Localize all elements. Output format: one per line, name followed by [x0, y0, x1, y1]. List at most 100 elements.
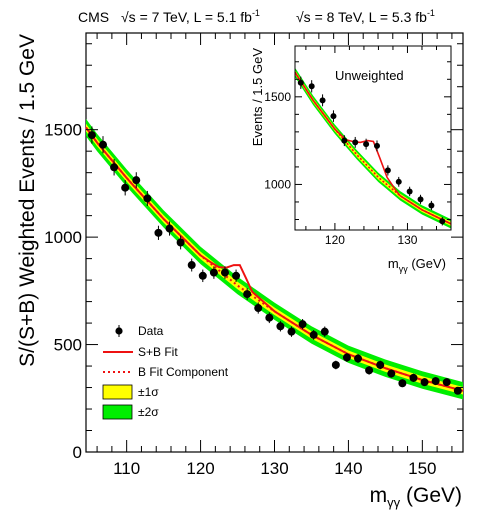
main-data-point [220, 266, 229, 279]
main-y-axis: 0 500 1000 1500 [44, 43, 463, 462]
inset-data-point [395, 176, 402, 187]
main-x-axis: 110 120 130 140 150 [96, 33, 453, 478]
main-data-point [99, 136, 108, 154]
main-data-point [420, 378, 429, 387]
main-data-point [365, 366, 374, 375]
legend-entry-1sigma: ±1σ [102, 384, 159, 400]
legend-entry-b-fit: B Fit Component [103, 365, 229, 379]
inset-y-axis-title: Events / 1.5 GeV [250, 48, 265, 147]
main-x-tick-label: 110 [113, 459, 140, 478]
inset-y-tick-label: 1000 [264, 177, 291, 191]
inset-data-marker [406, 188, 413, 195]
main-data-point [298, 318, 307, 330]
header-experiment: CMS [78, 9, 109, 25]
inset-data-point [428, 200, 435, 211]
inset-data-point [319, 94, 326, 107]
inset-data-marker [352, 139, 359, 146]
main-data-point [265, 312, 274, 324]
main-data-marker [453, 386, 462, 395]
main-data-marker [209, 268, 218, 277]
inset-data-marker [384, 167, 391, 174]
main-data-marker [420, 378, 429, 387]
main-data-point [331, 360, 340, 370]
main-data-marker [87, 131, 96, 140]
main-data-point [132, 172, 141, 189]
main-data-marker [232, 271, 241, 280]
main-data-marker [409, 373, 418, 382]
main-data-marker [342, 353, 351, 362]
main-data-point [276, 321, 285, 332]
main-x-tick-label: 130 [260, 459, 288, 478]
main-data-point [121, 179, 130, 196]
main-data-point [398, 379, 407, 388]
main-data-point [431, 377, 440, 386]
inset-data-point [406, 186, 413, 197]
main-data-point [409, 373, 418, 382]
main-data-marker [331, 360, 340, 369]
main-data-marker [99, 140, 108, 149]
main-data-marker [365, 366, 374, 375]
inset-data-marker [341, 137, 348, 144]
main-data-point [320, 326, 329, 337]
legend-b-fit-label: B Fit Component [138, 365, 229, 379]
main-data-point [453, 386, 462, 395]
legend-entry-2sigma: ±2σ [102, 404, 159, 420]
inset-data-marker [319, 97, 326, 104]
main-data-point [442, 378, 451, 387]
inset-x-axis-title: mγγ (GeV) [388, 256, 446, 274]
main-data-marker [398, 379, 407, 388]
main-x-axis-title: mγγ (GeV) [370, 484, 462, 510]
main-data-marker [220, 268, 229, 277]
header-run2-label: √s = 8 TeV, L = 5.3 fb-1 [296, 8, 435, 25]
legend-sb-fit-label: S+B Fit [138, 345, 178, 359]
main-data-point [287, 326, 296, 337]
inset-data-points [297, 76, 446, 226]
main-data-point [243, 288, 252, 300]
inset-title: Unweighted [335, 68, 404, 83]
inset-data-point [297, 76, 304, 89]
main-data-marker [287, 327, 296, 336]
main-data-point [354, 354, 363, 364]
inset-plot-background [295, 46, 451, 230]
main-plot-panel: 110 120 130 140 150 0 500 1000 1500 mγγ (GeV) S… [16, 32, 464, 510]
main-data-point [387, 369, 396, 378]
legend-entry-sb-fit: S+B Fit [103, 345, 178, 359]
main-x-tick-label: 140 [334, 459, 362, 478]
inset-x-axis: 120 130 [305, 46, 452, 247]
legend: Data S+B Fit B Fit Component ±1σ ±2σ [102, 324, 229, 420]
inset-x-tick-label: 120 [325, 233, 345, 247]
inset-data-point [330, 110, 337, 122]
main-data-point [198, 269, 207, 283]
main-data-marker [320, 327, 329, 336]
inset-x-tick-label: 130 [397, 233, 417, 247]
header-run1-label: √s = 7 TeV, L = 5.1 fb-1 [121, 8, 260, 25]
main-data-marker [431, 377, 440, 386]
main-data-marker [165, 224, 174, 233]
main-data-point [165, 221, 174, 236]
legend-data-marker [115, 327, 123, 335]
main-data-point [232, 269, 241, 283]
main-data-point [187, 258, 196, 272]
main-data-point [209, 266, 218, 279]
main-data-marker [154, 228, 163, 237]
main-data-marker [176, 238, 185, 247]
main-x-tick-label: 120 [186, 459, 214, 478]
main-data-marker [121, 183, 130, 192]
inset-2sigma-band [295, 67, 451, 229]
main-data-marker [298, 320, 307, 329]
main-data-marker [354, 354, 363, 363]
legend-data-label: Data [138, 324, 164, 338]
inset-data-point [373, 140, 380, 152]
main-y-axis-title: S/(S+B) Weighted Events / 1.5 GeV [16, 34, 39, 367]
main-data-marker [276, 322, 285, 331]
inset-data-point [352, 136, 359, 148]
inset-plot-frame [294, 45, 452, 231]
main-data-point [376, 360, 385, 370]
main-y-tick-label: 1500 [44, 121, 82, 140]
main-data-marker [254, 304, 263, 313]
main-data-marker [187, 261, 196, 270]
inset-y-tick-label: 1500 [264, 90, 291, 104]
main-y-tick-label: 1000 [44, 228, 82, 247]
main-y-tick-label: 500 [54, 336, 82, 355]
